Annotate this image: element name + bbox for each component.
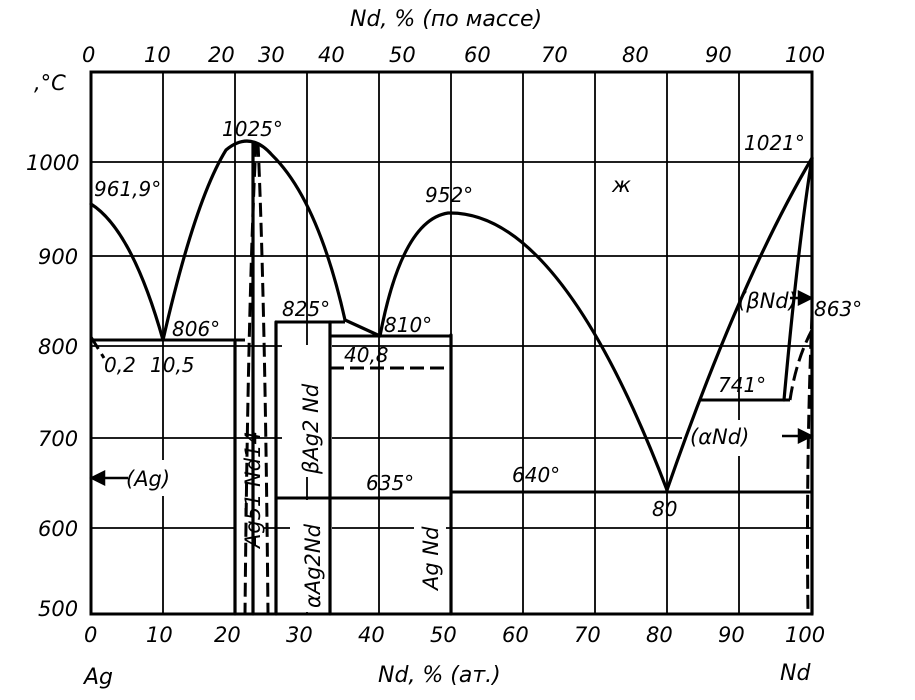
bottom-tick-10: 10 [146,623,173,647]
bottom-tick-40: 40 [358,623,385,647]
element-left-label: Ag [82,665,113,690]
arrows [89,289,814,487]
bottom-tick-0: 0 [84,623,97,647]
y-axis-labels: 1000 900 800 700 600 500 [26,151,79,621]
temp-961-9: 961,9° [94,177,161,201]
temp-952: 952° [425,183,473,207]
phase-beta-nd: (βNd) [738,289,797,313]
top-axis-labels: 0 10 20 30 40 50 60 70 80 90 100 [82,43,825,67]
top-tick-10: 10 [144,43,171,67]
y-unit-label: ,°C [34,71,66,95]
temp-825: 825° [282,297,330,321]
phase-boundaries [89,139,814,616]
top-tick-40: 40 [318,43,345,67]
top-tick-70: 70 [541,43,568,67]
comp-0-2: 0,2 [104,353,136,377]
comp-80: 80 [652,497,677,521]
comp-10-5: 10,5 [150,353,195,377]
comp-40-8: 40,8 [344,343,389,367]
phase-ag-solid: (Ag) [126,467,170,491]
y-tick-700: 700 [38,427,78,451]
temp-863: 863° [814,297,862,321]
label-masks [102,168,802,612]
temp-640: 640° [512,463,560,487]
temp-810: 810° [384,313,432,337]
temp-1021: 1021° [744,131,805,155]
phase-ag51nd14: Ag51 Nd14 [241,431,265,550]
y-tick-500: 500 [38,597,78,621]
temp-635: 635° [366,471,414,495]
temp-1025: 1025° [222,117,283,141]
y-tick-600: 600 [38,517,78,541]
composition-labels: 0,2 10,5 40,8 80 [104,343,677,521]
invariant-lines [91,320,812,500]
top-tick-20: 20 [208,43,235,67]
temp-806: 806° [172,317,220,341]
bottom-tick-50: 50 [430,623,457,647]
top-tick-30: 30 [258,43,285,67]
bottom-axis-title: Nd, % (ат.) [378,663,501,688]
phase-beta-ag2nd: βAg2 Nd [299,383,323,475]
phase-agnd: Ag Nd [419,526,443,592]
y-tick-900: 900 [38,245,78,269]
y-tick-1000: 1000 [26,151,79,175]
top-tick-50: 50 [389,43,416,67]
bottom-axis-labels: 0 10 20 30 40 50 60 70 80 90 100 [84,623,825,647]
top-tick-0: 0 [82,43,95,67]
bottom-tick-60: 60 [502,623,529,647]
top-tick-100: 100 [785,43,825,67]
bottom-tick-90: 90 [718,623,745,647]
bottom-tick-100: 100 [785,623,825,647]
phase-liquid: ж [611,173,631,197]
dashed-boundaries [89,142,814,615]
y-tick-800: 800 [38,335,78,359]
bottom-tick-30: 30 [286,623,313,647]
top-tick-90: 90 [705,43,732,67]
temperature-labels: 961,9° 1025° 806° 825° 810° 952° 1021° 8… [94,117,862,495]
top-axis-title: Nd, % (по массе) [350,7,542,32]
element-right-label: Nd [780,661,811,686]
bottom-tick-20: 20 [214,623,241,647]
top-tick-60: 60 [464,43,491,67]
top-tick-80: 80 [622,43,649,67]
phase-labels: ж (Ag) (αNd) (βNd) Ag51 Nd14 βAg2 Nd αAg… [126,173,797,608]
phase-alpha-nd: (αNd) [690,425,749,449]
bottom-tick-80: 80 [646,623,673,647]
phase-alpha-ag2nd: αAg2Nd [301,523,325,608]
bottom-tick-70: 70 [574,623,601,647]
temp-741: 741° [718,373,766,397]
